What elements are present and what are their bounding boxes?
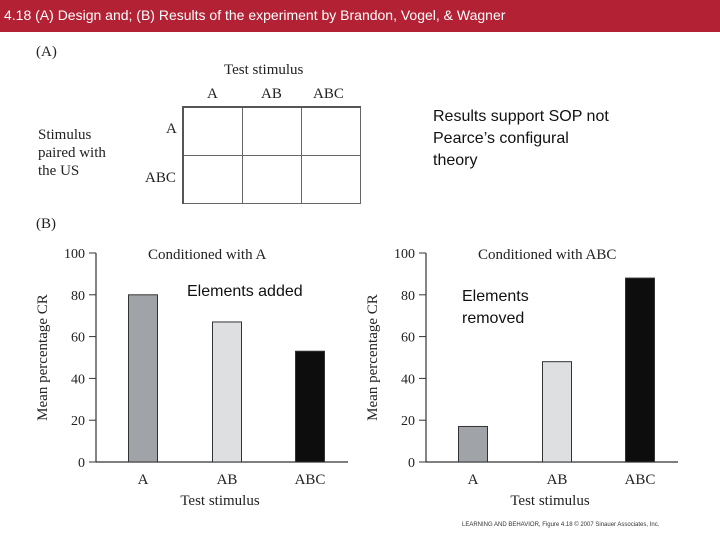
x-tick-label: AB (217, 472, 238, 488)
results-note-line-1: Results support SOP not (433, 108, 609, 125)
figure-credit: LEARNING AND BEHAVIOR, Figure 4.18 © 200… (462, 522, 660, 528)
design-col-abc: ABC (313, 86, 344, 102)
x-tick-label: ABC (625, 472, 656, 488)
y-tick-label: 20 (71, 414, 85, 429)
y-tick-label: 0 (408, 456, 415, 471)
design-col-a: A (207, 86, 218, 102)
slide-title: 4.18 (A) Design and; (B) Results of the … (4, 7, 506, 23)
design-row-a: A (166, 121, 177, 137)
x-tick-label: ABC (295, 472, 326, 488)
x-tick-label: A (138, 472, 149, 488)
design-grid (182, 106, 361, 204)
chart-title: Conditioned with ABC (478, 247, 616, 263)
x-axis-label: Test stimulus (510, 493, 590, 509)
side-label-line-1: Stimulus (38, 127, 92, 143)
design-cell (242, 106, 302, 156)
design-cell (182, 155, 243, 204)
design-cell (301, 106, 361, 156)
x-axis-label: Test stimulus (180, 493, 260, 509)
design-top-label: Test stimulus (224, 62, 304, 78)
results-note: Results support SOP not Pearce’s configu… (433, 106, 609, 172)
y-tick-label: 40 (401, 372, 415, 387)
chart-conditioned-with-abc: 0 20 40 60 80 100 A AB ABC Conditioned with ABC Te… (365, 247, 678, 509)
y-tick-label: 40 (71, 372, 85, 387)
elements-removed-line-1: Elements (462, 288, 529, 305)
bar-a (128, 294, 158, 463)
design-cell (301, 155, 361, 204)
y-tick-label: 0 (78, 456, 85, 471)
side-label-line-3: the US (38, 163, 80, 179)
y-tick-label: 60 (71, 331, 85, 346)
bar-abc (295, 350, 325, 463)
design-cell (182, 106, 243, 156)
chart-title: Conditioned with A (148, 247, 267, 263)
bar-ab (542, 361, 572, 463)
bar-ab (212, 321, 242, 463)
y-tick-label: 100 (64, 247, 85, 262)
bar-abc (625, 277, 655, 463)
design-col-ab: AB (261, 86, 282, 102)
y-axis-label: Mean percentage CR (35, 294, 51, 421)
y-tick-label: 80 (71, 289, 85, 304)
x-tick-label: A (468, 472, 479, 488)
elements-removed-note: Elements removed (462, 286, 529, 330)
results-note-line-3: theory (433, 152, 478, 169)
bar-a (458, 425, 488, 463)
slide-header: 4.18 (A) Design and; (B) Results of the … (0, 0, 720, 32)
y-tick-label: 60 (401, 331, 415, 346)
y-tick-label: 20 (401, 414, 415, 429)
design-row-abc: ABC (145, 170, 176, 186)
design-cell (242, 155, 302, 204)
design-side-label: Stimulus paired with the US (38, 126, 106, 180)
panel-b-label: (B) (36, 216, 56, 232)
x-tick-label: AB (547, 472, 568, 488)
panel-a-label: (A) (36, 44, 57, 60)
y-tick-label: 100 (394, 247, 415, 262)
y-axis-label: Mean percentage CR (365, 294, 381, 421)
elements-removed-line-2: removed (462, 310, 525, 327)
results-note-line-2: Pearce’s configural (433, 130, 569, 147)
elements-added-note: Elements added (187, 283, 303, 300)
side-label-line-2: paired with (38, 145, 106, 161)
y-tick-label: 80 (401, 289, 415, 304)
chart-conditioned-with-a: 0 20 40 60 80 100 A AB ABC Conditioned with A Test… (35, 247, 348, 509)
